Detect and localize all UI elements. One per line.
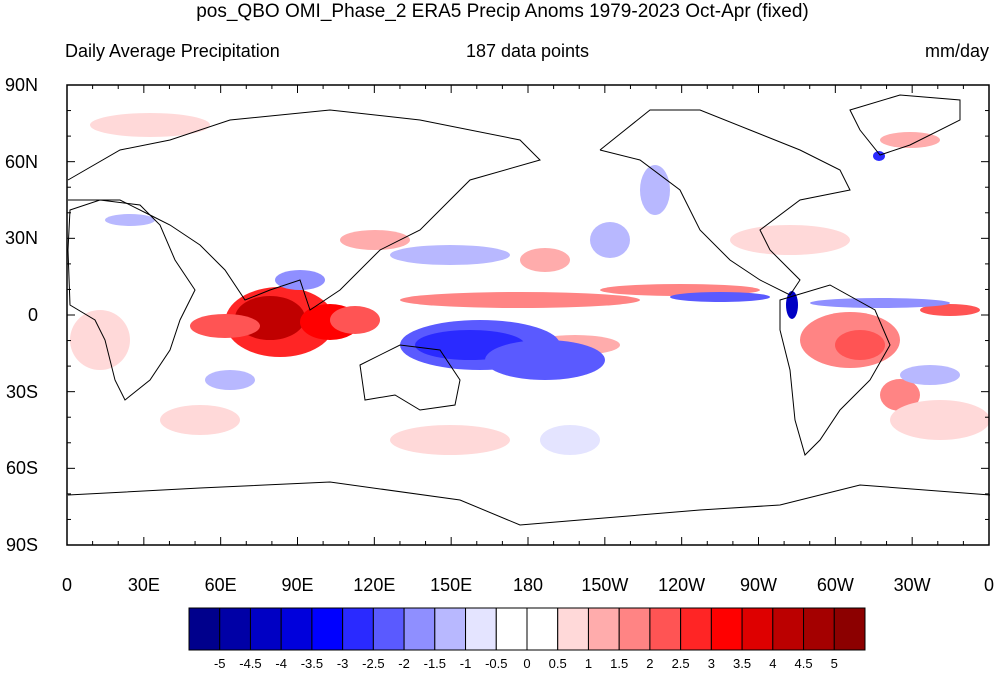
- colorbar-label: 4: [769, 656, 777, 671]
- colorbar-label: 1: [584, 656, 593, 671]
- lon-label: 0: [61, 575, 72, 595]
- colorbar-swatch: [618, 607, 651, 651]
- lon-label: 0: [983, 575, 994, 595]
- lat-label: 60S: [5, 458, 38, 479]
- colorbar-label: 0.5: [548, 656, 567, 671]
- colorbar-label: -2: [398, 656, 410, 671]
- colorbar-swatch: [465, 607, 497, 651]
- colorbar-label: 1.5: [610, 656, 629, 671]
- colorbar-swatch: [280, 607, 313, 651]
- lat-label: 60N: [4, 151, 38, 172]
- colorbar-swatch: [557, 607, 589, 651]
- colorbar-swatch: [342, 607, 374, 651]
- lon-label: 120W: [658, 575, 706, 595]
- lat-label: 90S: [5, 535, 38, 555]
- colorbar-swatch: [833, 607, 866, 651]
- colorbar-label: -0.5: [485, 656, 508, 671]
- colorbar-label: -4: [275, 656, 287, 671]
- lat-label: 30S: [5, 381, 38, 402]
- lon-label: 30E: [127, 575, 160, 595]
- lon-label: 150W: [581, 575, 629, 595]
- colorbar-swatch: [526, 607, 559, 651]
- coastlines: [67, 94, 991, 526]
- australia-coastline: [359, 344, 461, 411]
- colorbar-label: -3.5: [300, 656, 324, 671]
- colorbar-swatch: [772, 607, 805, 651]
- colorbar-swatch: [710, 607, 743, 651]
- colorbar-swatch: [249, 607, 282, 651]
- africa-coastline: [67, 199, 196, 401]
- colorbar-swatch: [495, 607, 528, 651]
- lat-label: 0: [27, 305, 38, 325]
- south-america-coastline: [779, 284, 891, 456]
- negative-anomalies: [105, 151, 960, 455]
- colorbar-label: 3.5: [733, 656, 752, 671]
- colorbar-swatch: [434, 607, 467, 651]
- colorbar-swatch: [587, 607, 620, 651]
- colorbar-swatch: [680, 607, 712, 651]
- lon-label: 90E: [281, 575, 314, 595]
- colorbar-label: -3: [336, 656, 349, 671]
- anomaly-shading: [70, 113, 990, 455]
- greenland-coastline: [849, 94, 961, 156]
- colorbar-swatch: [741, 607, 774, 651]
- colorbar-swatch: [803, 607, 835, 651]
- colorbar-label: -1.5: [423, 656, 447, 671]
- colorbar-label: 4.5: [794, 656, 813, 671]
- colorbar-swatch: [188, 607, 221, 651]
- lon-label: 60W: [816, 575, 854, 595]
- colorbar-label: -1: [459, 656, 472, 671]
- colorbar-swatch: [403, 607, 436, 651]
- axis-ticks: [66, 84, 990, 546]
- lon-label: 30W: [893, 575, 931, 595]
- lon-label: 90W: [739, 575, 777, 595]
- lat-label: 30N: [4, 228, 38, 249]
- colorbar-swatch: [219, 607, 251, 651]
- lon-label: 60E: [204, 575, 237, 595]
- colorbar-label: 5: [830, 656, 838, 671]
- lat-label: 90N: [4, 75, 38, 95]
- colorbar-label: 0: [523, 656, 531, 671]
- subtitle-units: mm/day: [924, 41, 989, 61]
- map-title: pos_QBO OMI_Phase_2 ERA5 Precip Anoms 19…: [196, 1, 809, 22]
- subtitle-variable: Daily Average Precipitation: [65, 41, 280, 61]
- colorbar-swatch: [649, 607, 682, 651]
- colorbar-label: 3: [707, 656, 715, 671]
- lon-label: 150E: [430, 575, 473, 595]
- colorbar-label: -2.5: [362, 656, 385, 671]
- colorbar-swatch: [372, 607, 405, 651]
- eurasia-coastline: [67, 109, 541, 311]
- colorbar: [188, 607, 866, 651]
- lon-label: 120E: [353, 575, 396, 595]
- colorbar-label: -4.5: [239, 656, 262, 671]
- colorbar-label: 2: [646, 656, 654, 671]
- colorbar-swatch: [311, 607, 344, 651]
- positive-anomalies: [70, 113, 990, 455]
- colorbar-label: 2.5: [671, 656, 690, 671]
- north-america-coastline: [599, 109, 851, 296]
- lon-label: 180: [512, 575, 544, 595]
- subtitle-count: 187 data points: [465, 41, 590, 61]
- antarctica-coastline: [67, 481, 991, 526]
- colorbar-label: -5: [213, 656, 226, 671]
